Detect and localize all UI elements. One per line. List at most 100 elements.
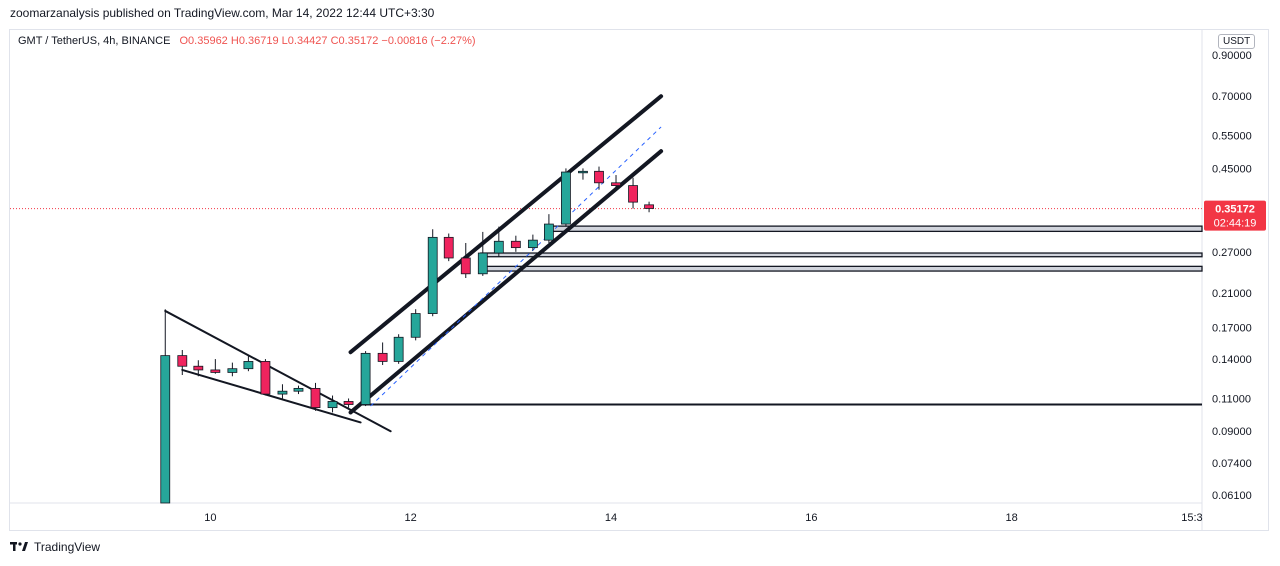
candle bbox=[644, 201, 654, 213]
candle-body bbox=[393, 336, 404, 362]
publisher-line: zoomarzanalysis published on TradingView… bbox=[10, 6, 435, 20]
candle bbox=[160, 309, 171, 504]
candle bbox=[510, 235, 521, 252]
candle bbox=[410, 309, 421, 341]
candle-body bbox=[594, 170, 604, 184]
candle-body bbox=[510, 240, 521, 249]
tradingview-logo-icon bbox=[10, 542, 28, 551]
candle-body bbox=[327, 401, 338, 409]
last-price-badge: 0.35172 02:44:19 bbox=[1204, 200, 1266, 231]
channel-midline bbox=[370, 126, 662, 407]
close-value: C0.35172 bbox=[330, 35, 379, 47]
candle-body bbox=[177, 355, 188, 367]
candle bbox=[210, 359, 221, 374]
candle-body bbox=[310, 387, 321, 409]
candle bbox=[561, 168, 571, 227]
candle bbox=[227, 362, 238, 377]
time-tick-label: 15:3 bbox=[1181, 512, 1202, 524]
time-tick-label: 16 bbox=[805, 512, 817, 524]
candle-body bbox=[343, 401, 354, 405]
candle-body bbox=[628, 185, 638, 203]
currency-unit-button[interactable]: USDT bbox=[1218, 34, 1256, 49]
candles bbox=[160, 166, 654, 504]
price-tick-label: 0.06100 bbox=[1212, 490, 1252, 502]
candle-body bbox=[193, 365, 204, 371]
price-tick-label: 0.17000 bbox=[1212, 322, 1252, 334]
price-tick-label: 0.09000 bbox=[1212, 426, 1252, 438]
candle-body bbox=[293, 387, 304, 392]
wedge-trendline bbox=[164, 309, 392, 433]
symbol-legend: GMT / TetherUS, 4h, BINANCE O0.35962 H0.… bbox=[18, 35, 476, 47]
candle bbox=[377, 342, 388, 366]
wedge-trendline bbox=[181, 368, 362, 424]
price-tick-label: 0.90000 bbox=[1212, 50, 1252, 62]
time-tick-label: 14 bbox=[605, 512, 617, 524]
price-tick-label: 0.14000 bbox=[1212, 354, 1252, 366]
drawing-lines bbox=[10, 94, 1202, 433]
badge-background bbox=[1204, 200, 1266, 231]
candle bbox=[310, 382, 321, 411]
candle bbox=[177, 350, 188, 375]
candle-body bbox=[544, 223, 554, 241]
support-zone bbox=[480, 252, 1203, 258]
candle bbox=[427, 229, 438, 317]
time-tick-label: 12 bbox=[405, 512, 417, 524]
support-zone bbox=[480, 265, 1203, 272]
price-tick-label: 0.55000 bbox=[1212, 131, 1252, 143]
candle bbox=[293, 385, 304, 395]
last-price-label: 0.35172 bbox=[1215, 204, 1255, 216]
candle-body bbox=[377, 352, 388, 362]
candle-body bbox=[260, 361, 271, 395]
price-tick-label: 0.27000 bbox=[1212, 247, 1252, 259]
candle-body bbox=[460, 257, 471, 275]
candle bbox=[360, 351, 371, 407]
candle-body bbox=[360, 352, 371, 405]
low-value: L0.34427 bbox=[281, 35, 328, 47]
support-zone bbox=[550, 225, 1203, 233]
candle bbox=[193, 360, 204, 377]
price-tick-label: 0.21000 bbox=[1212, 288, 1252, 300]
candle bbox=[611, 175, 621, 189]
support-zones bbox=[480, 225, 1203, 272]
candle-body bbox=[410, 313, 421, 338]
price-tick-label: 0.11000 bbox=[1212, 393, 1251, 405]
time-axis[interactable]: 10 12 14 16 18 15:3 bbox=[10, 502, 1203, 524]
candle-body bbox=[243, 361, 254, 370]
candle bbox=[527, 234, 538, 251]
candle-body bbox=[427, 236, 438, 314]
candle bbox=[544, 214, 554, 243]
footer-brand[interactable]: TradingView bbox=[10, 540, 100, 554]
candle-body bbox=[477, 252, 488, 275]
change-value: −0.00816 (−2.27%) bbox=[381, 35, 476, 47]
candle bbox=[578, 168, 588, 180]
candle bbox=[393, 334, 404, 364]
brand-name: TradingView bbox=[34, 540, 101, 554]
candle bbox=[243, 355, 254, 372]
candle bbox=[477, 231, 488, 276]
candle bbox=[327, 395, 338, 413]
candle-body bbox=[493, 240, 504, 254]
symbol-name[interactable]: GMT / TetherUS, 4h, BINANCE bbox=[18, 35, 171, 47]
candle bbox=[628, 177, 638, 209]
candle-body bbox=[160, 355, 171, 504]
candle-body bbox=[277, 390, 288, 395]
candle-body bbox=[227, 368, 238, 373]
candle bbox=[260, 359, 271, 396]
candle bbox=[493, 226, 504, 257]
candle-body bbox=[644, 204, 654, 209]
candle bbox=[594, 166, 604, 190]
candle-body bbox=[527, 239, 538, 249]
price-tick-label: 0.07400 bbox=[1212, 458, 1252, 470]
candle-body bbox=[210, 369, 221, 373]
open-value: O0.35962 bbox=[179, 35, 228, 47]
channel-trendline bbox=[348, 149, 664, 415]
candle-body bbox=[611, 182, 621, 186]
price-tick-label: 0.45000 bbox=[1212, 163, 1252, 175]
candle bbox=[460, 242, 471, 279]
price-tick-label: 0.70000 bbox=[1212, 91, 1252, 103]
high-value: H0.36719 bbox=[230, 35, 279, 47]
candle-body bbox=[443, 236, 454, 259]
price-axis[interactable]: 0.90000 0.70000 0.55000 0.45000 0.27000 0.210… bbox=[1201, 30, 1252, 530]
candle-body bbox=[561, 171, 571, 225]
